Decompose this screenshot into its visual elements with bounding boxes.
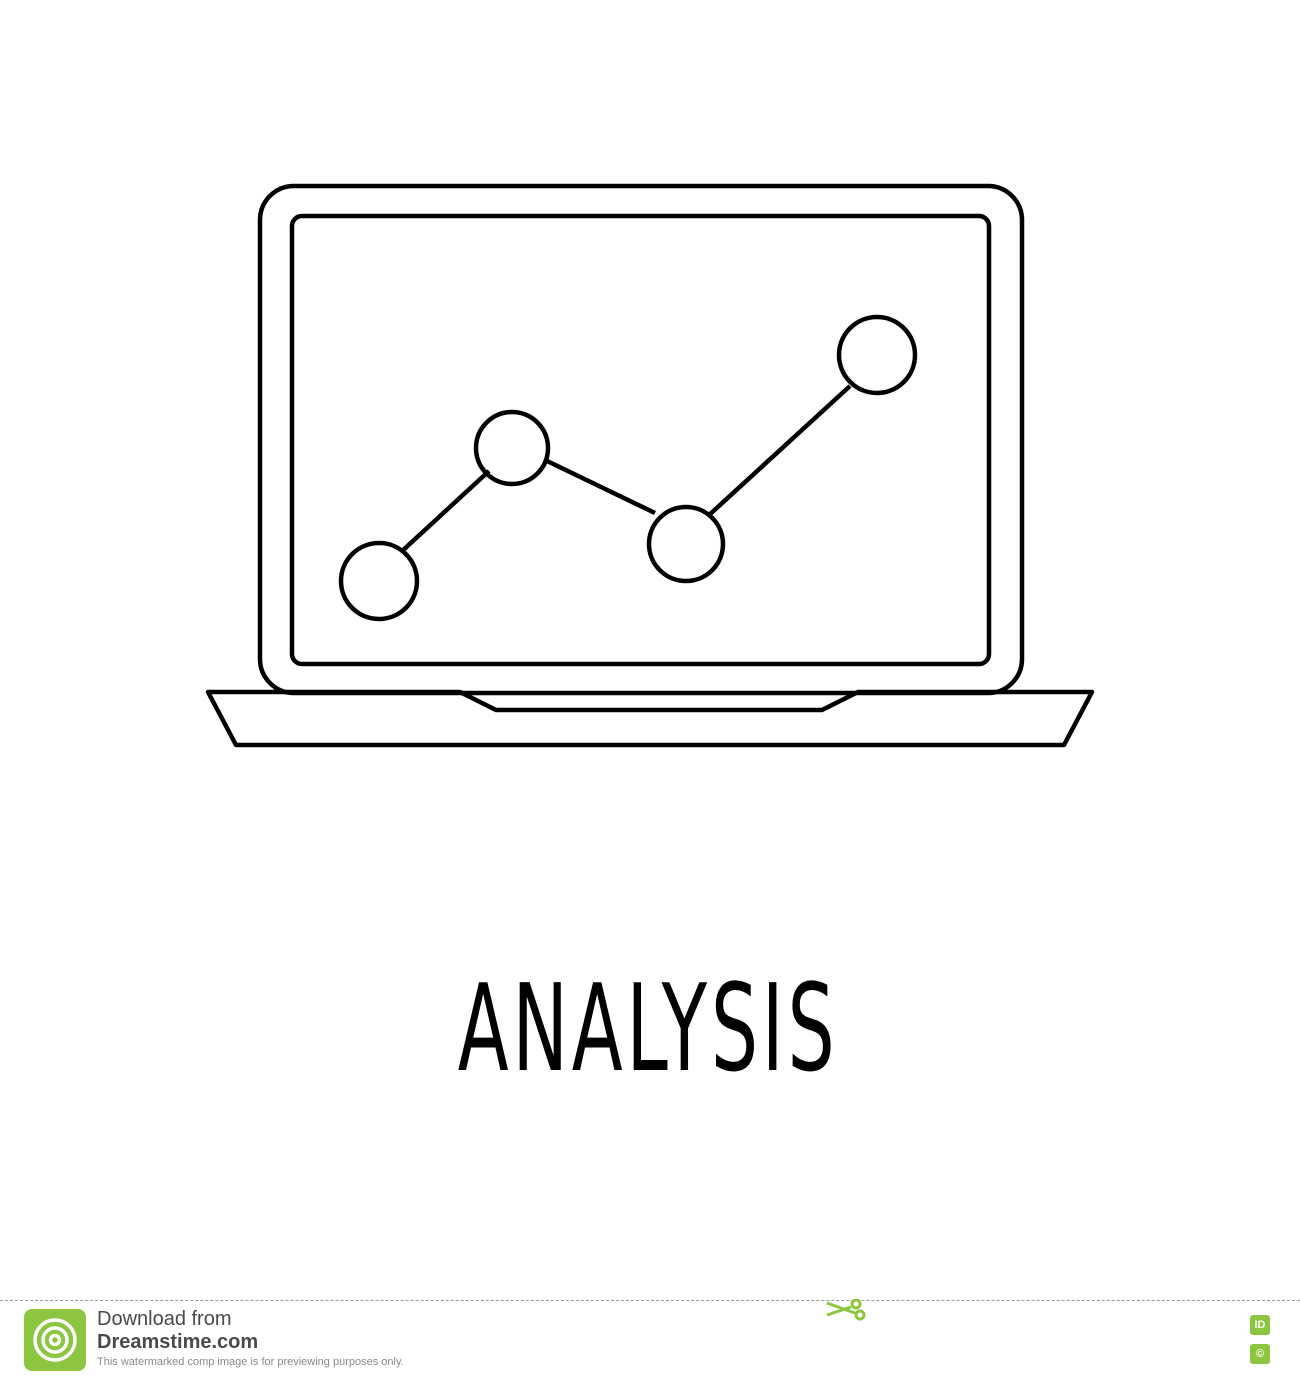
caption-title: ANALYSIS (457, 960, 839, 1099)
spiral-icon (33, 1318, 77, 1362)
chart-line (399, 384, 852, 554)
laptop-analysis-illustration (205, 183, 1095, 748)
laptop-lid-outline (257, 183, 1025, 696)
laptop-base-outline (205, 689, 1095, 748)
chart-segment-3 (706, 384, 852, 518)
footer-download-label: Download from (97, 1308, 232, 1330)
footer-text-block: Download from Dreamstime.com This waterm… (97, 1308, 404, 1370)
footer-disclaimer: This watermarked comp image is for previ… (97, 1356, 404, 1368)
chart-node-4 (836, 314, 918, 396)
watermark-footer: Download from Dreamstime.com This waterm… (0, 1299, 1300, 1391)
copyright-badge[interactable]: © (1250, 1344, 1270, 1364)
dreamstime-logo (24, 1309, 86, 1371)
laptop-screen-outline (289, 213, 992, 667)
scissors-icon (826, 1299, 866, 1321)
chart-node-2 (473, 409, 551, 487)
chart-node-3 (646, 504, 726, 584)
side-badges: ID © (1250, 1315, 1270, 1373)
id-badge[interactable]: ID (1250, 1315, 1270, 1335)
chart-segment-2 (544, 457, 656, 516)
chart-segment-1 (399, 469, 491, 554)
chart-node-1 (338, 540, 420, 622)
footer-site-name: Dreamstime.com (97, 1331, 259, 1353)
